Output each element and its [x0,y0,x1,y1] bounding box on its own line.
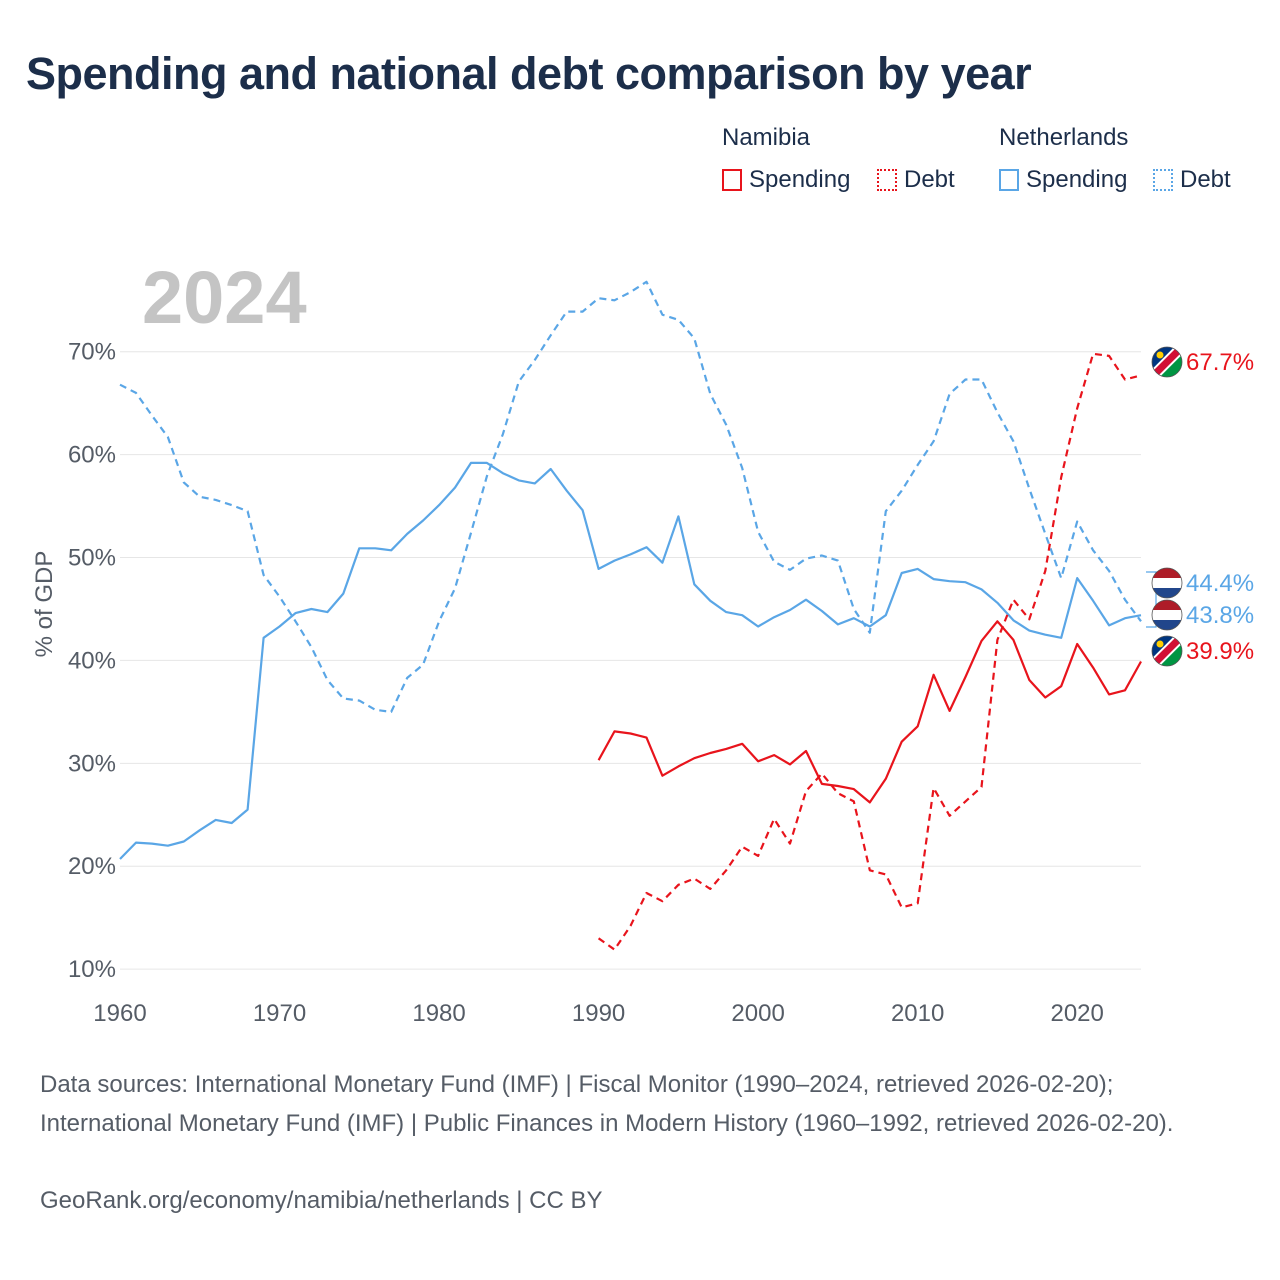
year-watermark: 2024 [142,256,307,339]
y-tick-label: 60% [68,442,116,469]
y-axis-ticks: 10% 20% 30% 40% 50% 60% 70% [68,339,116,983]
legend-label: Debt [904,166,955,193]
legend-swatch-namibia-debt [877,169,897,191]
legend-label: Debt [1180,166,1231,193]
legend-netherlands-spending[interactable]: Spending [999,166,1127,194]
line-chart: 2024 10%20%30%40%50%60%70% 1960 1970 1980 1… [31,256,1254,1027]
x-tick-label: 1970 [253,1000,306,1027]
end-label-netherlands-debt: 43.8% [1151,599,1254,631]
x-tick-label: 2000 [731,1000,784,1027]
legend-swatch-netherlands-debt [1153,169,1173,191]
x-tick-label: 2010 [891,1000,944,1027]
gridlines [120,351,1141,970]
series-line-netherlands-spending[interactable] [119,461,1142,860]
x-tick-label: 2020 [1050,1000,1103,1027]
namibia-flag-icon [1152,347,1182,377]
legend-netherlands-debt[interactable]: Debt [1153,166,1231,194]
end-value-label: 43.8% [1186,602,1254,629]
netherlands-flag-icon [1152,600,1182,630]
y-tick-label: 30% [68,750,116,777]
end-label-netherlands-spending: 44.4% [1151,567,1254,599]
x-axis-ticks: 1960 1970 1980 1990 2000 2010 2020 [93,1000,1104,1027]
chart-title: Spending and national debt comparison by… [26,48,1032,99]
end-label-namibia-debt: 67.7% [1151,346,1254,378]
data-sources: Data sources: International Monetary Fun… [40,1071,1174,1137]
series-line-namibia-spending[interactable] [597,620,1142,804]
legend-group-netherlands: Netherlands [999,124,1129,151]
end-value-label: 44.4% [1186,570,1254,597]
x-tick-label: 1990 [572,1000,625,1027]
legend-swatch-netherlands-spending [999,169,1019,191]
y-tick-label: 50% [68,545,116,572]
end-labels: 44.4% 43.8% 39.9% 67.7% [1146,346,1254,667]
x-tick-label: 1980 [412,1000,465,1027]
legend-label: Spending [749,166,851,193]
source-link[interactable]: GeoRank.org/economy/namibia/netherlands … [40,1187,603,1214]
legend-group-namibia: Namibia [722,124,811,151]
netherlands-flag-icon [1152,568,1182,598]
end-label-namibia-spending: 39.9% [1151,635,1254,667]
namibia-flag-icon [1152,636,1182,666]
y-tick-label: 70% [68,339,116,366]
label-connector [1146,571,1157,628]
series-lines [119,280,1142,951]
series-line-netherlands-debt[interactable] [119,280,1142,714]
x-tick-label: 1960 [93,1000,146,1027]
y-tick-label: 10% [68,956,116,983]
end-value-label: 67.7% [1186,349,1254,376]
y-tick-label: 40% [68,647,116,674]
legend-namibia-spending[interactable]: Spending [722,166,850,194]
legend-swatch-namibia-spending [722,169,742,191]
series-line-namibia-debt[interactable] [597,352,1142,951]
legend-namibia-debt[interactable]: Debt [877,166,955,194]
y-tick-label: 20% [68,853,116,880]
y-axis-label: % of GDP [31,551,58,658]
legend-label: Spending [1026,166,1128,193]
end-value-label: 39.9% [1186,638,1254,665]
